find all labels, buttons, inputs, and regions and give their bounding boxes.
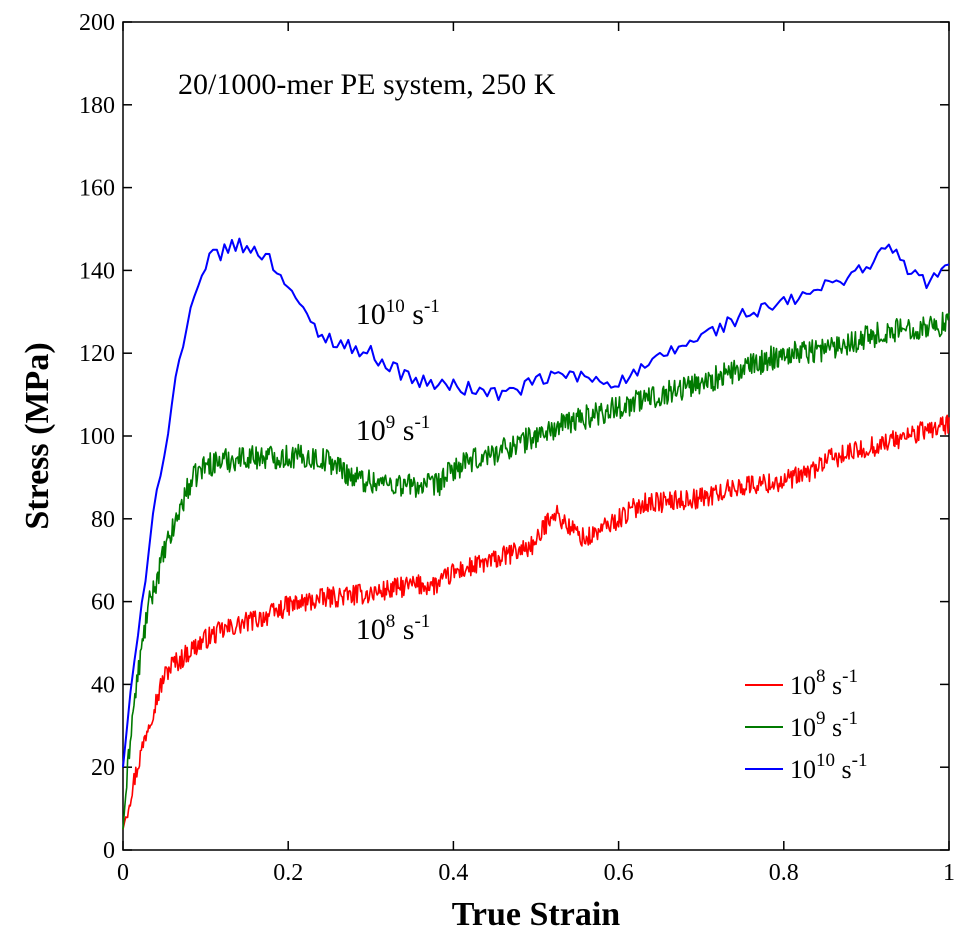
- x-tick-label: 0.6: [604, 860, 634, 886]
- axis-ticks: [122, 21, 950, 851]
- x-tick-label: 0.4: [438, 860, 468, 886]
- x-tick-labels: 0 0.2 0.4 0.6 0.8 1: [117, 860, 955, 886]
- y-tick-label: 160: [79, 176, 115, 202]
- series-line-2: [122, 311, 950, 830]
- curve-label-2: 109 s-1: [356, 412, 431, 447]
- curve-label-1: 1010 s-1: [356, 296, 440, 331]
- x-tick-label: 0.8: [769, 860, 799, 886]
- y-tick-label: 60: [91, 590, 115, 616]
- x-axis-title: True Strain: [452, 896, 621, 933]
- y-tick-label: 180: [79, 93, 115, 119]
- x-tick-label: 0.2: [273, 860, 303, 886]
- y-axis-title: Stress (MPa): [19, 342, 56, 529]
- x-tick-label: 1: [943, 860, 955, 886]
- legend-label: 1010 s-1: [790, 750, 867, 784]
- series-line-3: [122, 237, 950, 768]
- curve-annotations: 1010 s-1 109 s-1 108 s-1: [356, 296, 440, 646]
- y-tick-label: 140: [79, 258, 115, 284]
- y-tick-labels: 0 20 40 60 80 100 120 140 160 180 200: [79, 10, 115, 864]
- legend-label: 108 s-1: [790, 666, 858, 700]
- curve-label-3: 108 s-1: [356, 611, 431, 646]
- y-tick-label: 20: [91, 755, 115, 781]
- x-tick-label: 0: [117, 860, 129, 886]
- legend: 108 s-1 109 s-1 1010 s-1: [745, 666, 867, 784]
- chart-title: 20/1000-mer PE system, 250 K: [178, 68, 556, 101]
- y-tick-label: 40: [91, 672, 115, 698]
- y-tick-label: 80: [91, 507, 115, 533]
- y-tick-label: 100: [79, 424, 115, 450]
- y-tick-label: 200: [79, 10, 115, 36]
- series-line-1: [122, 414, 950, 830]
- y-tick-label: 120: [79, 341, 115, 367]
- legend-label: 109 s-1: [790, 708, 858, 742]
- y-tick-label: 0: [103, 838, 115, 864]
- series-lines: [122, 237, 950, 830]
